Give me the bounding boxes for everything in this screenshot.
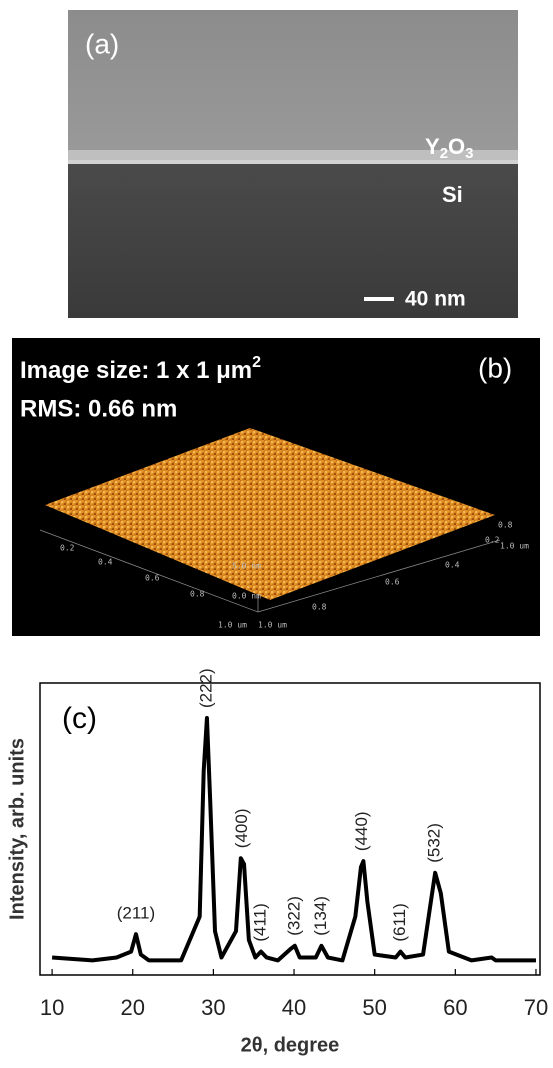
- afm-axis-label: 0.4: [445, 561, 460, 570]
- afm-axis-label: 0.8: [190, 590, 205, 599]
- panel-label: (c): [62, 702, 97, 735]
- rms-text: RMS: 0.66 nm: [20, 395, 177, 422]
- peak-label: (532): [425, 823, 444, 863]
- text: O: [448, 134, 465, 159]
- panel-b: Image size: 1 x 1 μm2 RMS: 0.66 nm (b) 0…: [12, 338, 540, 636]
- panel-c: (c) Intensity, arb. units 2θ, degree 10 2…: [6, 668, 548, 1056]
- peak-label: (222): [196, 668, 215, 708]
- afm-axis-label: 0.2: [60, 544, 75, 553]
- panel-label: (b): [478, 352, 512, 383]
- peak-label: (611): [390, 903, 409, 941]
- figure: (a) Y2O3 Si 40 nm Image size: 1 x 1 μm2 …: [0, 0, 553, 1068]
- text: 3: [465, 145, 473, 162]
- x-tick-label: 10: [40, 995, 64, 1020]
- x-tick-label: 60: [443, 995, 467, 1020]
- afm-axis-label: 0.8: [312, 603, 327, 612]
- size-text: Image size: 1 x 1 μm2: [20, 354, 261, 384]
- x-tick-label: 40: [282, 995, 306, 1020]
- text: 2: [440, 145, 448, 162]
- y-axis-label: Intensity, arb. units: [6, 738, 28, 920]
- afm-axis-label: 1.0 um: [258, 621, 287, 630]
- x-tick-label: 20: [120, 995, 144, 1020]
- x-tick-label: 30: [201, 995, 225, 1020]
- afm-axis-label: 0.6: [145, 574, 160, 583]
- text: Image size: 1 x 1 μm: [20, 357, 252, 384]
- substrate-label: Si: [442, 182, 463, 207]
- afm-axis-label: 0.2: [485, 536, 500, 545]
- panel-label: (a): [85, 28, 119, 59]
- x-axis-label: 2θ, degree: [241, 1034, 340, 1056]
- afm-axis-label: 0.6: [385, 578, 400, 587]
- peak-label: (440): [352, 811, 371, 851]
- text: Y: [425, 134, 440, 159]
- afm-axis-label: 1.0 um: [218, 621, 247, 630]
- afm-axis-label: 0.0 nm: [232, 592, 261, 601]
- peak-label: (411): [250, 903, 269, 941]
- afm-axis-label: 5.0 nm: [232, 562, 261, 571]
- peak-label: (211): [117, 904, 155, 923]
- x-tick-label: 50: [362, 995, 386, 1020]
- text: 2: [252, 354, 261, 371]
- afm-axis-label: 0.8: [498, 521, 513, 530]
- afm-axis-label: 0.4: [98, 558, 113, 567]
- scale-label: 40 nm: [405, 288, 466, 311]
- x-tick-label: 70: [524, 995, 548, 1020]
- peak-label: (400): [232, 809, 251, 849]
- peak-label: (134): [311, 896, 330, 936]
- afm-axis-label: 1.0 um: [500, 542, 529, 551]
- peak-label: (322): [284, 896, 303, 936]
- panel-a: (a) Y2O3 Si 40 nm: [68, 10, 518, 318]
